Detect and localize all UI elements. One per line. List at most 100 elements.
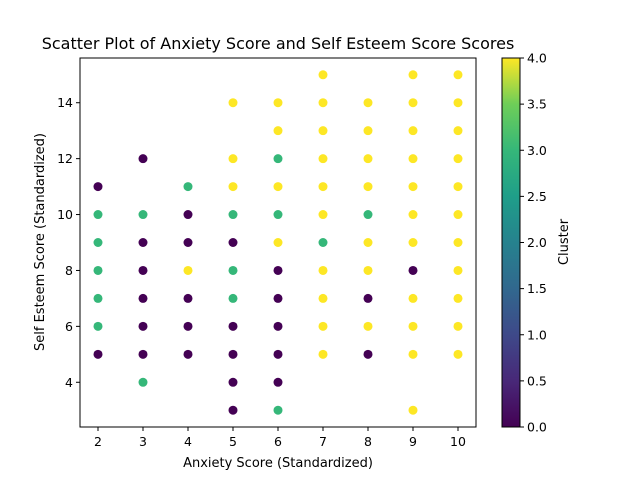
data-point (273, 126, 283, 136)
data-point (228, 293, 238, 303)
data-point (363, 238, 373, 247)
colorbar-axis: 0.0 0.5 1.0 1.5 2.0 2.5 3.0 3.5 4.0 (520, 51, 547, 435)
data-point (318, 126, 328, 136)
data-point (93, 321, 103, 331)
data-point (138, 265, 148, 275)
data-point (273, 154, 283, 164)
data-point (408, 154, 418, 164)
data-point (363, 182, 373, 192)
colorbar-tick-label: 3.0 (527, 143, 547, 158)
data-point (408, 321, 418, 331)
y-tick-label: 10 (57, 207, 73, 222)
data-point (318, 182, 328, 192)
y-axis: 4 6 8 10 12 14 (57, 95, 80, 390)
data-point (93, 238, 103, 247)
data-point (273, 321, 283, 331)
x-tick-label: 6 (274, 434, 282, 449)
y-tick-label: 4 (65, 375, 73, 390)
data-point (183, 238, 193, 247)
colorbar-tick-label: 3.5 (527, 97, 547, 112)
colorbar-tick-label: 0.5 (527, 373, 547, 388)
colorbar-tick-label: 4.0 (527, 51, 547, 66)
data-point (273, 405, 283, 415)
data-point (228, 182, 238, 192)
x-tick-label: 3 (139, 434, 147, 449)
data-point (273, 98, 283, 108)
data-point (318, 238, 328, 247)
x-tick-label: 5 (229, 434, 237, 449)
data-point (93, 293, 103, 303)
data-point (228, 405, 238, 415)
data-point (228, 154, 238, 164)
data-point (453, 154, 463, 164)
data-point (363, 321, 373, 331)
data-point (183, 321, 193, 331)
data-point (408, 126, 418, 136)
data-point (273, 238, 283, 247)
colorbar-tick-label: 0.0 (527, 420, 547, 435)
y-tick-label: 6 (65, 319, 73, 334)
data-point (228, 98, 238, 108)
data-point (273, 210, 283, 220)
data-point (228, 210, 238, 220)
data-point (318, 154, 328, 164)
data-point (453, 98, 463, 108)
chart-title: Scatter Plot of Anxiety Score and Self E… (42, 34, 515, 53)
data-point (183, 210, 193, 220)
data-point (363, 210, 373, 220)
x-tick-label: 10 (450, 434, 466, 449)
colorbar-label: Cluster (557, 218, 572, 265)
x-axis-label: Anxiety Score (Standardized) (183, 456, 373, 471)
data-point (408, 265, 418, 275)
data-point (408, 182, 418, 192)
data-point (453, 70, 463, 80)
data-point (273, 377, 283, 387)
data-point (273, 293, 283, 303)
colorbar (501, 57, 521, 428)
x-axis: 2 3 4 5 6 7 8 9 10 (94, 427, 466, 449)
x-tick-label: 2 (94, 434, 102, 449)
data-point (453, 265, 463, 275)
data-point (93, 265, 103, 275)
x-tick-label: 4 (184, 434, 192, 449)
data-point (138, 238, 148, 247)
data-point (363, 265, 373, 275)
data-point (318, 349, 328, 359)
y-tick-label: 14 (57, 95, 73, 110)
data-point (93, 182, 103, 192)
data-point (453, 210, 463, 220)
data-point (453, 238, 463, 247)
data-point (183, 265, 193, 275)
data-point (363, 98, 373, 108)
data-point (408, 349, 418, 359)
data-point (183, 349, 193, 359)
data-point (138, 154, 148, 164)
data-point (408, 405, 418, 415)
data-point (228, 349, 238, 359)
x-tick-label: 8 (364, 434, 372, 449)
points-layer (93, 70, 463, 415)
data-point (408, 293, 418, 303)
colorbar-tick-label: 1.5 (527, 281, 547, 296)
data-point (273, 349, 283, 359)
data-point (363, 126, 373, 136)
data-point (138, 349, 148, 359)
colorbar-tick-label: 2.5 (527, 189, 547, 204)
data-point (453, 321, 463, 331)
data-point (183, 293, 193, 303)
data-point (93, 349, 103, 359)
data-point (408, 210, 418, 220)
data-point (273, 265, 283, 275)
data-point (138, 210, 148, 220)
colorbar-tick-label: 2.0 (527, 235, 547, 250)
data-point (273, 182, 283, 192)
data-point (228, 321, 238, 331)
data-point (453, 182, 463, 192)
data-point (93, 210, 103, 220)
data-point (453, 293, 463, 303)
data-point (228, 265, 238, 275)
data-point (453, 126, 463, 136)
data-point (318, 98, 328, 108)
data-point (363, 293, 373, 303)
